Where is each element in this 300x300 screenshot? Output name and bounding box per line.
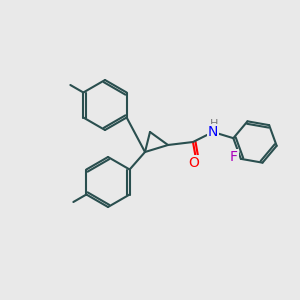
Text: N: N: [208, 125, 218, 139]
Text: F: F: [230, 150, 238, 164]
Text: O: O: [189, 156, 200, 170]
Text: H: H: [210, 119, 218, 129]
